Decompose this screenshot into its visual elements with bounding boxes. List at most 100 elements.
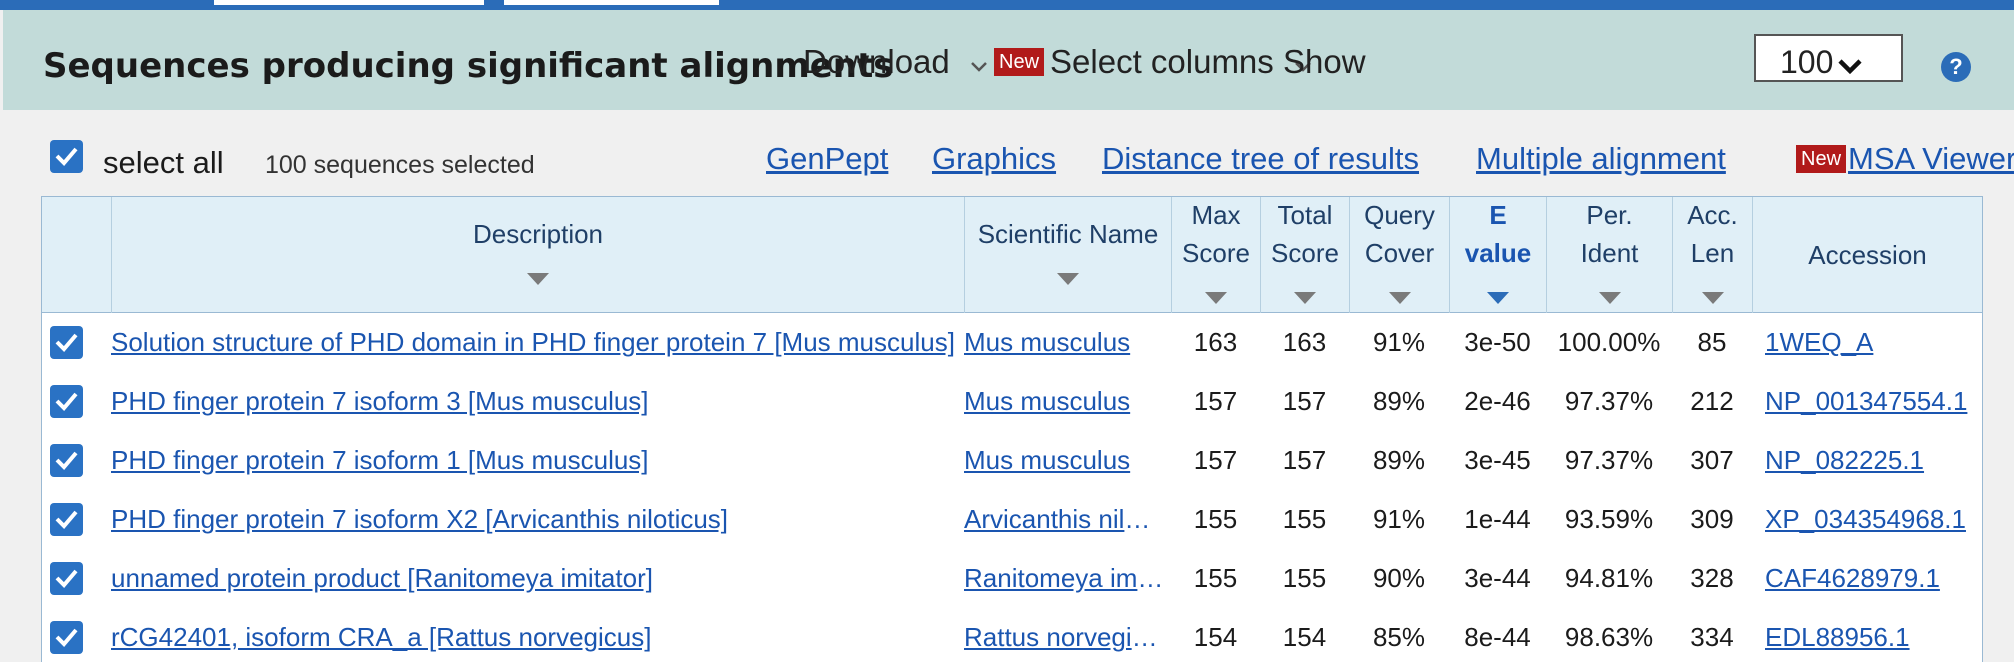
- sort-icon: [1205, 276, 1227, 314]
- description-link[interactable]: PHD finger protein 7 isoform X2 [Arvican…: [111, 504, 729, 534]
- table-row: PHD finger protein 7 isoform X2 [Arvican…: [42, 490, 1982, 549]
- query-cover: 91%: [1372, 504, 1426, 534]
- acc-len: 85: [1697, 327, 1727, 357]
- row-checkbox[interactable]: [50, 621, 83, 654]
- max-score: 155: [1193, 504, 1238, 534]
- max-score: 155: [1193, 563, 1238, 593]
- per-ident: 97.37%: [1564, 386, 1654, 416]
- chevron-down-icon: [1294, 43, 1312, 81]
- acc-len: 334: [1690, 622, 1734, 652]
- sort-icon: [1388, 276, 1411, 314]
- msa-viewer[interactable]: New MSA Viewer: [1796, 141, 2014, 177]
- download-menu[interactable]: Download: [803, 43, 988, 81]
- column-header-per-ident[interactable]: Per. Ident: [1546, 197, 1672, 313]
- description-link[interactable]: PHD finger protein 7 isoform 1 [Mus musc…: [111, 445, 649, 475]
- max-score: 157: [1193, 445, 1238, 475]
- genpept-link[interactable]: GenPept: [766, 141, 889, 176]
- accession-link[interactable]: EDL88956.1: [1765, 622, 1910, 652]
- msa-viewer-link[interactable]: MSA Viewer: [1848, 141, 2014, 176]
- description-link[interactable]: Solution structure of PHD domain in PHD …: [111, 327, 955, 357]
- row-checkbox[interactable]: [50, 444, 83, 477]
- accession-link[interactable]: XP_034354968.1: [1765, 504, 1966, 534]
- column-header-e-value[interactable]: E value: [1449, 197, 1546, 313]
- sort-icon: [1598, 276, 1621, 314]
- column-header-accession[interactable]: Accession: [1752, 197, 1982, 313]
- scientific-name-link[interactable]: Arvicanthis niloticus: [964, 504, 1164, 534]
- selected-count: 100 sequences selected: [265, 151, 535, 179]
- select-all-checkbox[interactable]: [50, 140, 83, 173]
- accession-link[interactable]: NP_001347554.1: [1765, 386, 1968, 416]
- acc-len: 309: [1690, 504, 1734, 534]
- accession-link[interactable]: CAF4628979.1: [1765, 563, 1940, 593]
- e-value: 1e-44: [1464, 504, 1531, 534]
- select-columns-label: Select columns: [1050, 43, 1274, 80]
- e-value: 2e-46: [1464, 386, 1531, 416]
- max-score: 163: [1193, 327, 1238, 357]
- total-score: 157: [1282, 445, 1327, 475]
- row-checkbox[interactable]: [50, 385, 83, 418]
- query-cover: 85%: [1372, 622, 1426, 652]
- scientific-name-link[interactable]: Rattus norvegicus: [964, 622, 1164, 652]
- caret-down-icon: [1837, 47, 1863, 84]
- row-checkbox[interactable]: [50, 326, 83, 359]
- per-ident: 94.81%: [1564, 563, 1654, 593]
- query-cover: 89%: [1372, 386, 1426, 416]
- select-columns-menu[interactable]: New Select columns: [994, 43, 1312, 81]
- e-value: 3e-50: [1464, 327, 1531, 357]
- acc-len: 328: [1690, 563, 1734, 593]
- total-score: 163: [1282, 327, 1327, 357]
- header-checkbox-column: [42, 197, 111, 313]
- multiple-alignment-link[interactable]: Multiple alignment: [1476, 141, 1726, 176]
- row-checkbox[interactable]: [50, 562, 83, 595]
- select-all-label[interactable]: select all: [103, 145, 224, 180]
- results-table: Description Scientific Name Max Score To…: [41, 196, 1983, 662]
- row-checkbox[interactable]: [50, 503, 83, 536]
- accession-link[interactable]: NP_082225.1: [1765, 445, 1925, 475]
- graphics-link[interactable]: Graphics: [932, 141, 1057, 176]
- sort-icon: [1701, 276, 1724, 314]
- column-header-scientific-name[interactable]: Scientific Name: [964, 197, 1171, 313]
- new-badge: New: [994, 48, 1045, 76]
- tab-indicator: [504, 0, 719, 5]
- column-header-total-score[interactable]: Total Score: [1260, 197, 1349, 313]
- new-badge: New: [1796, 145, 1847, 173]
- max-score: 157: [1193, 386, 1238, 416]
- sort-icon: [1057, 257, 1079, 295]
- table-row: Solution structure of PHD domain in PHD …: [42, 313, 1982, 372]
- scientific-name-link[interactable]: Mus musculus: [964, 386, 1131, 416]
- column-header-query-cover[interactable]: Query Cover: [1349, 197, 1449, 313]
- help-icon[interactable]: ?: [1941, 52, 1971, 82]
- description-link[interactable]: unnamed protein product [Ranitomeya imit…: [111, 563, 653, 593]
- page-title: Sequences producing significant alignmen…: [43, 46, 894, 86]
- table-header: Description Scientific Name Max Score To…: [42, 197, 1982, 313]
- description-link[interactable]: PHD finger protein 7 isoform 3 [Mus musc…: [111, 386, 649, 416]
- total-score: 155: [1282, 504, 1327, 534]
- per-ident: 97.37%: [1564, 445, 1654, 475]
- query-cover: 91%: [1372, 327, 1426, 357]
- table-row: unnamed protein product [Ranitomeya imit…: [42, 549, 1982, 608]
- scientific-name-link[interactable]: Ranitomeya imitator: [964, 563, 1164, 593]
- sort-icon: [527, 257, 549, 295]
- top-tab-strip: [0, 0, 2014, 10]
- description-link[interactable]: rCG42401, isoform CRA_a [Rattus norvegic…: [111, 622, 652, 652]
- chevron-down-icon: [970, 43, 988, 81]
- acc-len: 307: [1690, 445, 1734, 475]
- per-ident: 93.59%: [1564, 504, 1654, 534]
- distance-tree-link[interactable]: Distance tree of results: [1102, 141, 1420, 176]
- table-row: PHD finger protein 7 isoform 3 [Mus musc…: [42, 372, 1982, 431]
- total-score: 154: [1282, 622, 1327, 652]
- sort-active-icon: [1487, 276, 1509, 314]
- sort-icon: [1294, 276, 1316, 314]
- show-label: Show: [1283, 43, 1366, 80]
- query-cover: 90%: [1372, 563, 1426, 593]
- scientific-name-link[interactable]: Mus musculus: [964, 445, 1131, 475]
- scientific-name-link[interactable]: Mus musculus: [964, 327, 1131, 357]
- e-value: 3e-44: [1464, 563, 1531, 593]
- column-header-acc-len[interactable]: Acc. Len: [1672, 197, 1752, 313]
- show-count-select[interactable]: 100: [1754, 34, 1903, 82]
- column-header-max-score[interactable]: Max Score: [1171, 197, 1260, 313]
- per-ident: 100.00%: [1557, 327, 1661, 357]
- column-header-description[interactable]: Description: [111, 197, 964, 313]
- max-score: 154: [1193, 622, 1238, 652]
- accession-link[interactable]: 1WEQ_A: [1765, 327, 1874, 357]
